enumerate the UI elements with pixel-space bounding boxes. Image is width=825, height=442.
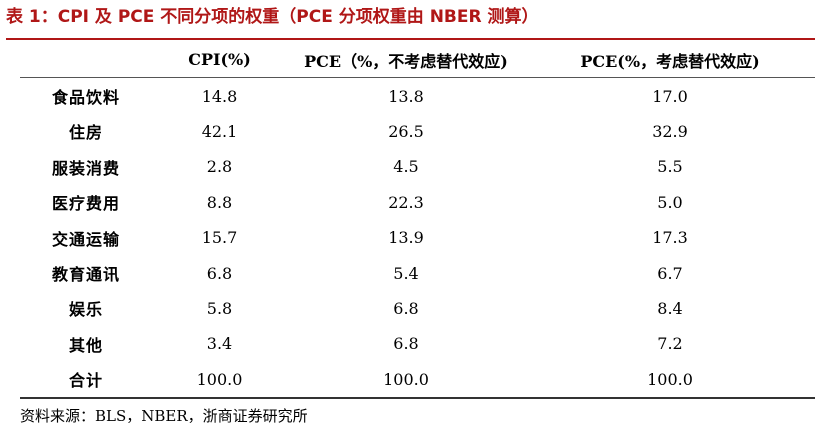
cell-pce-no-substitution: 6.8: [393, 334, 419, 354]
source-note: 资料来源：BLS，NBER，浙商证券研究所: [20, 407, 308, 425]
cell-pce-no-substitution: 6.8: [393, 298, 419, 318]
table-row: 交通运输 15.7 13.9 17.3: [20, 220, 815, 255]
row-label: 医疗费用: [51, 194, 120, 214]
cell-pce-substitution: 5.0: [657, 192, 683, 212]
cell-pce-no-substitution: 4.5: [393, 157, 419, 177]
row-label: 娱乐: [68, 300, 103, 320]
cell-cpi: 5.8: [206, 298, 233, 318]
table-row: 食品饮料 14.8 13.8 17.0: [20, 78, 815, 114]
header-pce-no-substitution: PCE（%，不考虑替代效应): [287, 42, 525, 79]
table-row: 服装消费 2.8 4.5 5.5: [20, 149, 815, 184]
cell-cpi: 14.8: [201, 86, 238, 106]
weights-table: CPI(%) PCE（%，不考虑替代效应) PCE(%，考虑替代效应) 食品饮料…: [20, 42, 815, 399]
cell-cpi: 6.8: [206, 263, 233, 283]
cell-pce-no-substitution: 100.0: [287, 361, 525, 399]
table-row: 教育通讯 6.8 5.4 6.7: [20, 255, 815, 290]
cell-pce-substitution: 17.3: [652, 228, 688, 248]
row-label: 其他: [68, 335, 103, 355]
cell-pce-substitution: 17.0: [652, 86, 688, 106]
table-total-row: 合计 100.0 100.0 100.0: [20, 361, 815, 399]
cell-pce-no-substitution: 22.3: [388, 192, 424, 212]
cell-pce-no-substitution: 13.9: [388, 228, 424, 248]
table-row: 医疗费用 8.8 22.3 5.0: [20, 185, 815, 220]
cell-pce-no-substitution: 13.8: [388, 86, 424, 106]
table-row: 娱乐 5.8 6.8 8.4: [20, 291, 815, 326]
cell-pce-substitution: 5.5: [657, 157, 683, 177]
cell-pce-substitution: 6.7: [657, 263, 683, 283]
cell-pce-substitution: 100.0: [525, 361, 815, 399]
cell-cpi: 8.8: [206, 192, 233, 212]
row-label: 教育通讯: [51, 265, 120, 285]
table-row: 住房 42.1 26.5 32.9: [20, 114, 815, 149]
table-row: 其他 3.4 6.8 7.2: [20, 326, 815, 361]
table-header-row: CPI(%) PCE（%，不考虑替代效应) PCE(%，考虑替代效应): [20, 42, 815, 79]
row-label: 食品饮料: [51, 88, 120, 108]
cell-cpi: 3.4: [206, 334, 233, 354]
cell-pce-substitution: 32.9: [652, 121, 688, 141]
header-pce-substitution: PCE(%，考虑替代效应): [525, 42, 815, 79]
header-category: [20, 42, 152, 79]
table-title: 表 1：CPI 及 PCE 不同分项的权重（PCE 分项权重由 NBER 测算）: [6, 7, 539, 27]
title-divider: [6, 38, 815, 40]
cell-cpi: 15.7: [201, 228, 238, 248]
cell-pce-substitution: 7.2: [657, 334, 683, 354]
row-label: 住房: [68, 123, 103, 143]
row-label: 合计: [20, 361, 152, 399]
cell-pce-substitution: 8.4: [657, 298, 683, 318]
row-label: 服装消费: [51, 158, 120, 178]
header-cpi: CPI(%): [152, 42, 287, 79]
row-label: 交通运输: [51, 229, 120, 249]
cell-cpi: 42.1: [201, 121, 238, 141]
cell-cpi: 100.0: [152, 361, 287, 399]
cell-pce-no-substitution: 5.4: [393, 263, 419, 283]
cell-pce-no-substitution: 26.5: [388, 121, 424, 141]
cell-cpi: 2.8: [206, 157, 233, 177]
